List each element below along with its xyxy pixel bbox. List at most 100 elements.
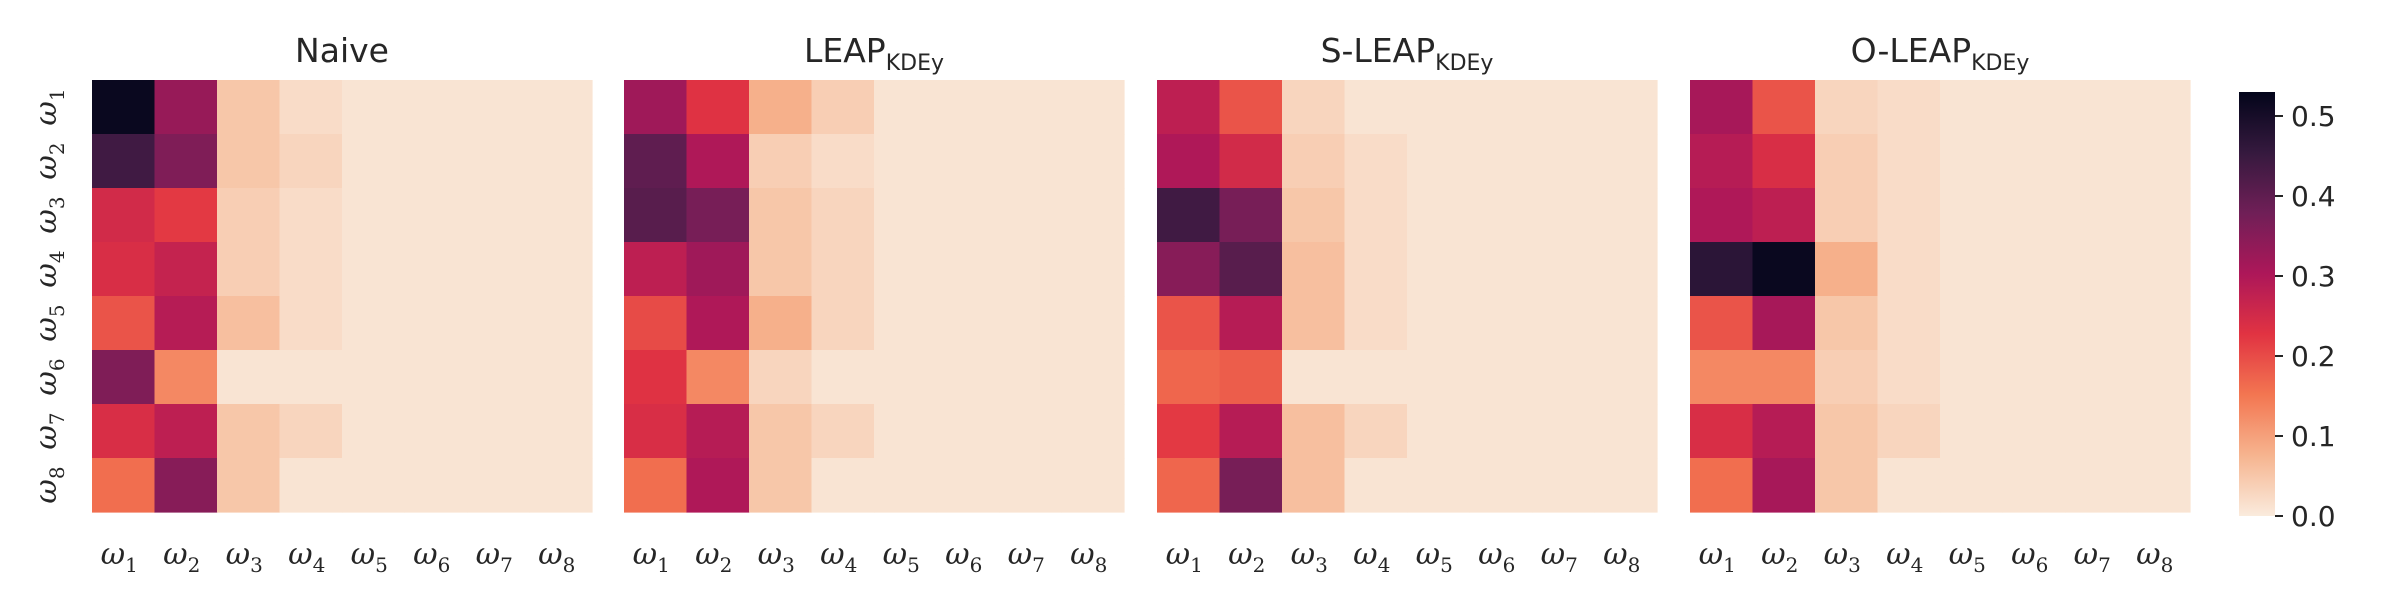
heatmap-cell: [1282, 350, 1346, 405]
heatmap-cell: [1344, 458, 1408, 513]
heatmap-cell: [1594, 242, 1658, 297]
heatmap-cell: [874, 350, 938, 405]
heatmap-cell: [529, 188, 593, 243]
colorbar-tick-label: 0.5: [2291, 100, 2336, 133]
heatmap-cell: [2002, 188, 2066, 243]
heatmap-cell: [2127, 296, 2191, 351]
heatmap-cell: [1344, 134, 1408, 189]
heatmap-cell: [999, 350, 1063, 405]
y-tick-label: ω5: [29, 304, 69, 341]
heatmap-cell: [1407, 134, 1471, 189]
heatmap-cell: [1407, 404, 1471, 459]
heatmap-cell: [1282, 134, 1346, 189]
heatmap-cell: [624, 458, 688, 513]
heatmap-cell: [2065, 350, 2129, 405]
heatmap-cell: [811, 134, 875, 189]
heatmap-cell: [1219, 350, 1283, 405]
y-tick-label: ω8: [29, 466, 69, 503]
heatmap-cell: [1532, 296, 1596, 351]
heatmap-cell: [1877, 188, 1941, 243]
heatmap-cell: [1594, 134, 1658, 189]
heatmap-cell: [1532, 350, 1596, 405]
heatmap-cell: [1061, 188, 1125, 243]
colorbar-tick-label: 0.0: [2291, 500, 2336, 533]
heatmap-cell: [999, 458, 1063, 513]
heatmap-cell: [936, 242, 1000, 297]
y-tick-label: ω3: [29, 196, 69, 233]
heatmap-cell: [467, 404, 531, 459]
heatmap-cell: [749, 188, 813, 243]
heatmap-cell: [1061, 242, 1125, 297]
heatmap-cell: [279, 350, 343, 405]
heatmap-cell: [217, 188, 281, 243]
heatmap-cell: [1157, 188, 1221, 243]
heatmap-cell: [1690, 458, 1754, 513]
heatmap-cell: [404, 404, 468, 459]
heatmap-cell: [1219, 458, 1283, 513]
heatmap-cell: [404, 134, 468, 189]
heatmap-cell: [1469, 188, 1533, 243]
colorbar-tick-label: 0.2: [2291, 340, 2336, 373]
heatmap-cell: [1407, 350, 1471, 405]
heatmap-cell: [342, 80, 406, 135]
heatmap-cell: [404, 242, 468, 297]
heatmap-cell: [686, 350, 750, 405]
heatmap-cell: [2127, 404, 2191, 459]
heatmap-cell: [1815, 404, 1879, 459]
heatmap-cell: [529, 458, 593, 513]
heatmap-cell: [1752, 188, 1816, 243]
heatmap-cell: [2127, 242, 2191, 297]
heatmap-cell: [92, 80, 156, 135]
heatmap-cell: [342, 404, 406, 459]
x-tick-label: ω4: [288, 537, 325, 577]
x-tick-label: ω6: [2011, 537, 2048, 577]
heatmap-cell: [811, 404, 875, 459]
heatmap-cell: [1815, 134, 1879, 189]
heatmap-cell: [1940, 404, 2004, 459]
heatmap-cell: [467, 134, 531, 189]
heatmap-cell: [2002, 134, 2066, 189]
heatmap-panel: Naive ω1 ω2 ω3 ω4 ω5 ω6 ω7 ω8 ω1 ω2 ω3 ω4 ω5 ω6 ω7 ω8: [29, 31, 593, 577]
x-tick-label: ω6: [1478, 537, 1515, 577]
x-tick-label: ω1: [1699, 537, 1736, 577]
heatmap-cell: [1594, 296, 1658, 351]
heatmap-cell: [1877, 80, 1941, 135]
heatmap-cell: [1532, 242, 1596, 297]
heatmap-cell: [686, 80, 750, 135]
heatmap-cell: [1344, 296, 1408, 351]
heatmap-cell: [2127, 458, 2191, 513]
heatmap-cell: [342, 458, 406, 513]
x-tick-label: ω2: [163, 537, 200, 577]
heatmap-cell: [217, 404, 281, 459]
x-tick-label: ω3: [226, 537, 263, 577]
x-tick-label: ω7: [1541, 537, 1578, 577]
heatmap-cell: [92, 188, 156, 243]
x-tick-label: ω3: [758, 537, 795, 577]
heatmap-cell: [154, 242, 218, 297]
x-tick-label: ω2: [695, 537, 732, 577]
heatmap-cell: [1690, 350, 1754, 405]
heatmap-cell: [342, 350, 406, 405]
x-tick-label: ω6: [413, 537, 450, 577]
heatmap-cell: [154, 350, 218, 405]
heatmap-cell: [1344, 350, 1408, 405]
heatmap-cell: [1407, 80, 1471, 135]
heatmap-cell: [154, 188, 218, 243]
x-tick-label: ω5: [1416, 537, 1453, 577]
heatmap-cell: [1061, 458, 1125, 513]
heatmap-cell: [279, 404, 343, 459]
heatmap-cell: [467, 458, 531, 513]
heatmap-cell: [404, 188, 468, 243]
heatmap-cell: [1282, 404, 1346, 459]
x-tick-label: ω5: [883, 537, 920, 577]
heatmap-cell: [1940, 80, 2004, 135]
heatmap-cell: [529, 134, 593, 189]
heatmap-cell: [342, 188, 406, 243]
heatmap-cell: [936, 188, 1000, 243]
colorbar-tick-label: 0.4: [2291, 180, 2336, 213]
y-tick-label: ω1: [29, 88, 69, 125]
x-tick-label: ω7: [1008, 537, 1045, 577]
heatmap-cell: [1594, 404, 1658, 459]
heatmap-cell: [1940, 188, 2004, 243]
